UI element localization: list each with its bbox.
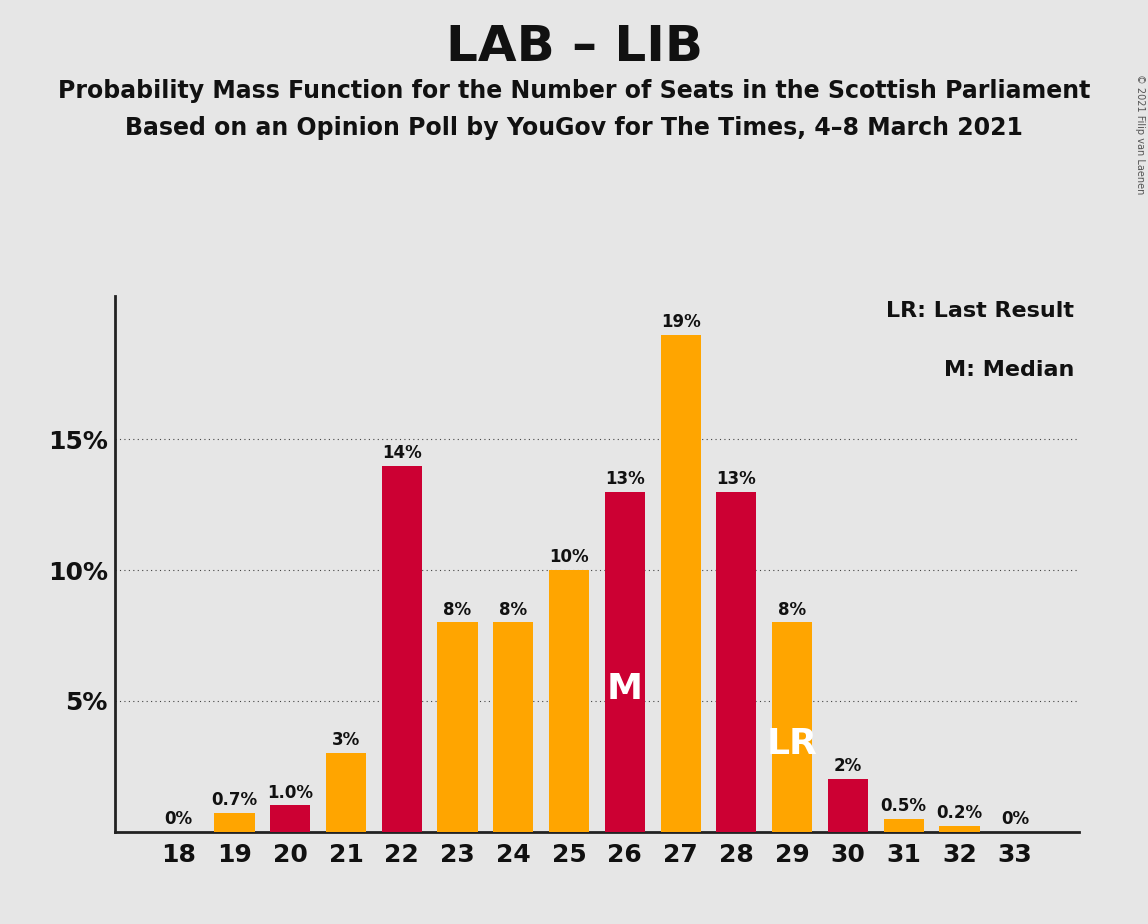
Bar bbox=[549, 570, 589, 832]
Text: 13%: 13% bbox=[605, 469, 645, 488]
Bar bbox=[939, 826, 979, 832]
Text: M: M bbox=[607, 672, 643, 706]
Text: 14%: 14% bbox=[382, 444, 421, 462]
Bar bbox=[660, 334, 700, 832]
Text: 19%: 19% bbox=[661, 313, 700, 331]
Bar bbox=[326, 753, 366, 832]
Bar bbox=[270, 806, 310, 832]
Text: Based on an Opinion Poll by YouGov for The Times, 4–8 March 2021: Based on an Opinion Poll by YouGov for T… bbox=[125, 116, 1023, 140]
Text: M: Median: M: Median bbox=[944, 360, 1075, 380]
Text: 8%: 8% bbox=[778, 601, 806, 618]
Text: LAB – LIB: LAB – LIB bbox=[445, 23, 703, 71]
Text: 10%: 10% bbox=[549, 548, 589, 566]
Bar bbox=[494, 623, 534, 832]
Text: 8%: 8% bbox=[443, 601, 472, 618]
Bar bbox=[828, 779, 868, 832]
Text: LR: Last Result: LR: Last Result bbox=[886, 301, 1075, 321]
Text: © 2021 Filip van Laenen: © 2021 Filip van Laenen bbox=[1134, 74, 1145, 194]
Text: 8%: 8% bbox=[499, 601, 527, 618]
Text: LR: LR bbox=[767, 727, 817, 760]
Text: 0%: 0% bbox=[1001, 809, 1030, 828]
Bar bbox=[773, 623, 813, 832]
Text: 0.7%: 0.7% bbox=[211, 791, 257, 809]
Text: 0.2%: 0.2% bbox=[937, 805, 983, 822]
Text: 2%: 2% bbox=[833, 758, 862, 775]
Text: 0.5%: 0.5% bbox=[881, 796, 926, 815]
Text: 1.0%: 1.0% bbox=[267, 784, 313, 801]
Text: Probability Mass Function for the Number of Seats in the Scottish Parliament: Probability Mass Function for the Number… bbox=[57, 79, 1091, 103]
Bar bbox=[716, 492, 757, 832]
Bar bbox=[381, 466, 421, 832]
Bar bbox=[215, 813, 255, 832]
Text: 0%: 0% bbox=[164, 809, 193, 828]
Bar bbox=[437, 623, 478, 832]
Bar bbox=[605, 492, 645, 832]
Bar bbox=[884, 819, 924, 832]
Text: 13%: 13% bbox=[716, 469, 757, 488]
Text: 3%: 3% bbox=[332, 731, 360, 749]
